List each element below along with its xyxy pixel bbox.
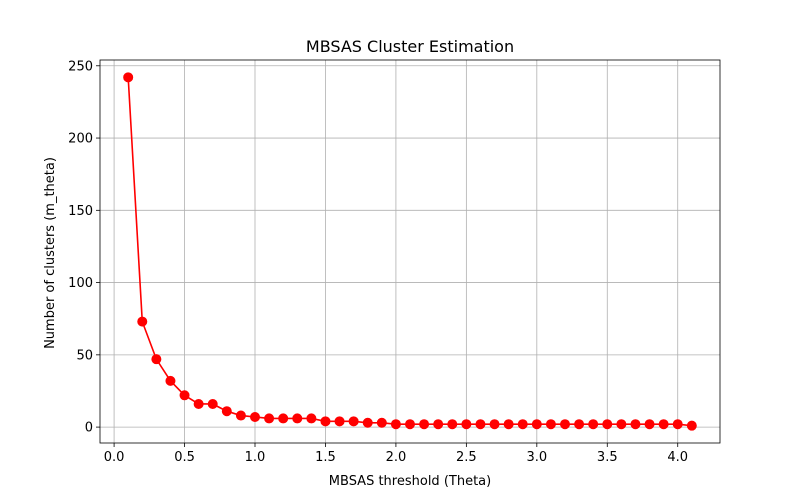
data-point <box>658 419 669 430</box>
data-point <box>179 390 190 401</box>
data-point <box>531 419 542 430</box>
data-point <box>503 419 514 430</box>
y-tick-label: 150 <box>68 204 93 219</box>
plot-frame <box>99 59 721 444</box>
data-point <box>278 413 289 424</box>
x-axis-label: MBSAS threshold (Theta) <box>329 474 491 489</box>
x-tick-label: 1.5 <box>315 450 336 465</box>
x-tick-label: 4.0 <box>667 450 688 465</box>
x-tick-label: 1.0 <box>245 450 266 465</box>
data-point <box>151 354 162 365</box>
data-point <box>602 419 613 430</box>
data-point <box>644 419 655 430</box>
series-layer <box>123 72 697 431</box>
data-point <box>672 419 683 430</box>
data-point <box>348 416 359 427</box>
data-point <box>376 417 387 428</box>
data-point <box>306 413 317 424</box>
x-tick-label: 2.5 <box>456 450 477 465</box>
data-point <box>137 316 148 327</box>
data-point <box>588 419 599 430</box>
data-point <box>292 413 303 424</box>
data-point <box>419 419 430 430</box>
data-point <box>574 419 585 430</box>
data-point <box>560 419 570 430</box>
y-tick-label: 0 <box>85 421 93 436</box>
y-tick-label: 250 <box>68 59 93 74</box>
y-tick-label: 50 <box>76 348 93 363</box>
data-point <box>264 413 275 424</box>
data-point <box>334 416 345 427</box>
y-axis-label: Number of clusters (m_theta) <box>43 157 58 349</box>
data-point <box>250 411 260 422</box>
data-point <box>207 398 218 409</box>
data-point <box>362 417 373 428</box>
data-point <box>686 420 697 431</box>
y-tick-label: 100 <box>68 276 93 291</box>
data-point <box>221 406 232 417</box>
data-point <box>433 419 444 430</box>
grid-layer <box>100 60 720 443</box>
x-tick-label: 0.0 <box>104 450 125 465</box>
data-point <box>461 419 472 430</box>
x-tick-label: 3.0 <box>526 450 547 465</box>
axes-layer: 0.0 0.5 1.0 1.5 2.0 2.5 3.0 3.5 4.0 0 50 100 150 200 2… <box>68 59 721 465</box>
data-point <box>123 72 134 83</box>
data-point <box>405 419 415 430</box>
data-point <box>489 419 500 430</box>
x-tick-label: 3.5 <box>597 450 618 465</box>
x-tick-label: 2.0 <box>386 450 407 465</box>
data-point <box>447 419 458 430</box>
data-point <box>616 419 627 430</box>
data-point <box>517 419 528 430</box>
chart-title: MBSAS Cluster Estimation <box>306 37 514 56</box>
data-point <box>475 419 486 430</box>
data-point <box>320 416 331 427</box>
y-tick-label: 200 <box>68 132 93 147</box>
x-tick-label: 0.5 <box>174 450 195 465</box>
data-point <box>390 419 401 430</box>
data-point <box>630 419 641 430</box>
data-point <box>235 410 246 421</box>
data-point <box>545 419 556 430</box>
data-point <box>165 375 176 386</box>
data-point <box>193 398 204 409</box>
